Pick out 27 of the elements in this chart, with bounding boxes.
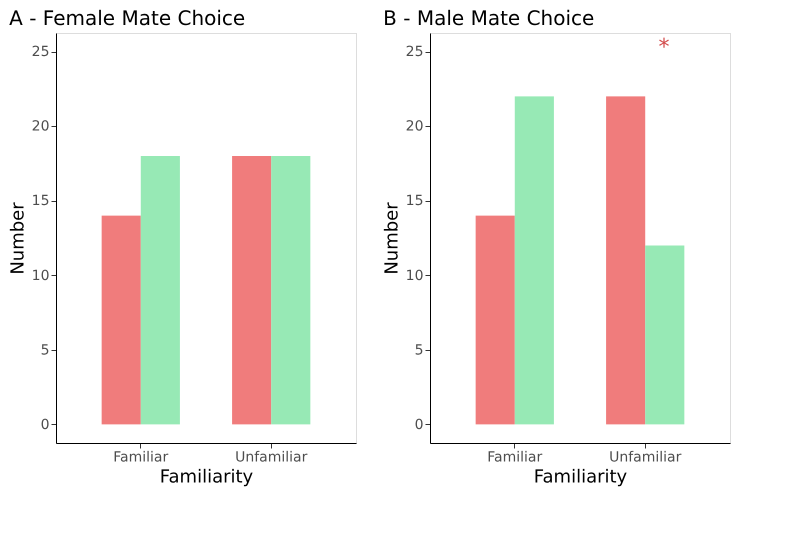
y-tick-label: 5 xyxy=(414,342,424,358)
chart-title: A - Female Mate Choice xyxy=(9,6,246,30)
y-tick-label: 0 xyxy=(414,416,424,433)
y-tick-label: 15 xyxy=(32,193,50,210)
y-tick-label: 20 xyxy=(406,118,424,135)
y-tick-label: 15 xyxy=(406,193,424,210)
x-axis-title: Familiarity xyxy=(160,466,254,488)
y-tick-label: 10 xyxy=(406,268,424,284)
bar xyxy=(606,96,646,424)
y-axis-title: Number xyxy=(8,202,29,275)
y-tick-label: 5 xyxy=(40,342,50,358)
y-tick-label: 25 xyxy=(406,44,424,60)
bar xyxy=(476,216,515,424)
x-tick-label: Unfamiliar xyxy=(235,450,308,466)
x-tick-label: Unfamiliar xyxy=(609,450,682,466)
y-tick-label: 25 xyxy=(32,44,50,60)
chart-title: B - Male Mate Choice xyxy=(383,6,594,30)
annotation: * xyxy=(658,35,670,60)
bar xyxy=(645,245,684,424)
y-tick-label: 0 xyxy=(40,416,50,433)
x-tick-label: Familiar xyxy=(113,450,169,466)
x-axis-title: Familiarity xyxy=(534,466,628,488)
y-tick-label: 20 xyxy=(32,118,50,135)
bar xyxy=(514,96,554,424)
y-tick-label: 10 xyxy=(32,268,50,284)
y-axis-title: Number xyxy=(382,202,403,275)
x-tick-label: Familiar xyxy=(487,450,543,466)
